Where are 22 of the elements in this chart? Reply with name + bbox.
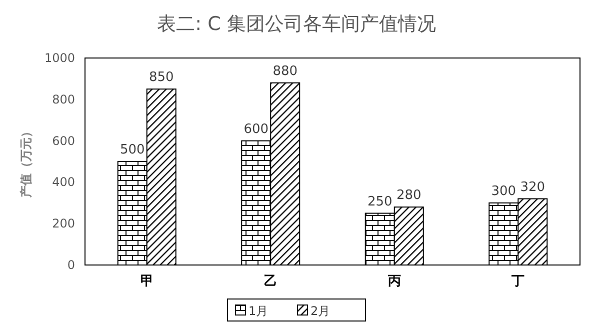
- x-tick-label: 甲: [140, 274, 154, 289]
- x-tick-label: 丙: [386, 274, 401, 289]
- y-tick-label: 200: [52, 216, 75, 231]
- x-tick-label: 丁: [510, 274, 525, 289]
- data-label: 500: [120, 142, 145, 158]
- y-tick-label: 600: [52, 134, 75, 148]
- chart-title: 表二: C 集团公司各车间产值情况: [157, 13, 436, 35]
- data-label: 280: [396, 188, 422, 204]
- legend-label: 2月: [310, 304, 330, 318]
- data-label: 850: [148, 70, 174, 86]
- y-axis-title: 产值（万元）: [19, 126, 33, 198]
- y-tick-label: 0: [67, 258, 75, 272]
- y-tick-label: 400: [52, 175, 75, 190]
- x-tick-label: 乙: [264, 274, 278, 289]
- y-tick-label: 800: [52, 92, 75, 106]
- data-label: 880: [272, 64, 298, 79]
- data-label: 600: [244, 122, 269, 137]
- legend-label: 1月: [248, 304, 268, 318]
- data-label: 250: [367, 194, 392, 210]
- data-label: 320: [520, 180, 546, 195]
- y-tick-label: 1000: [44, 51, 75, 65]
- data-label: 300: [491, 184, 516, 199]
